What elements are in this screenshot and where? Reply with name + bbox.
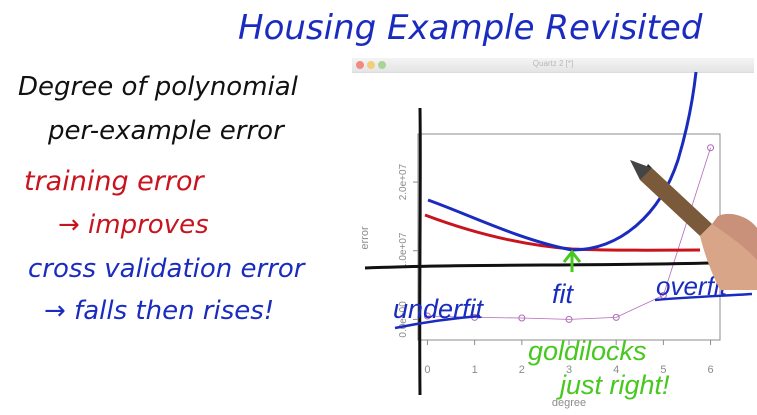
cross-validation-curve: [427, 71, 698, 252]
just-right-label: just right!: [556, 370, 670, 400]
x-tick-label: 4: [613, 364, 619, 376]
y-tick-label: 0.0e+00: [398, 301, 409, 338]
close-button[interactable]: [356, 61, 364, 69]
note-training-error: training error: [24, 166, 204, 197]
underfit-label: underfit: [393, 294, 485, 324]
note-per-example-error: per-example error: [48, 116, 284, 146]
x-axis-label: degree: [552, 397, 586, 409]
x-tick-label: 3: [566, 364, 572, 376]
ink-y-axis: [418, 107, 422, 396]
underfit-underline: [394, 314, 481, 330]
ink-x-axis: [364, 261, 713, 270]
x-tick-label: 2: [519, 364, 525, 376]
x-tick-label: 5: [660, 364, 666, 376]
x-tick-label: 0: [424, 364, 430, 376]
x-tick-label: 1: [472, 364, 478, 376]
data-point: [707, 144, 715, 152]
note-degree-of-polynomial: Degree of polynomial: [18, 72, 298, 102]
x-tick-label: 6: [708, 364, 714, 376]
y-tick-label: 1.0e+07: [398, 232, 409, 269]
note-falls-then-rises: → falls then rises!: [44, 296, 275, 326]
fit-label: fit: [552, 279, 575, 309]
y-axis-label: error: [359, 226, 371, 250]
zoom-button[interactable]: [378, 61, 386, 69]
y-tick-label: 2.0e+07: [398, 163, 409, 200]
error-plot: 0 1 2 3 4 5 6 0.0e+00 1.0e+07 2.0e+07 degree err…: [359, 133, 721, 409]
lecture-title: Housing Example Revisited: [238, 8, 703, 48]
note-cross-validation-error: cross validation error: [28, 254, 305, 284]
fit-arrow-icon: [562, 249, 582, 272]
overfit-underline: [654, 292, 753, 302]
minimize-button[interactable]: [367, 61, 375, 69]
note-improves: → improves: [58, 210, 209, 240]
pen-icon: [630, 160, 757, 290]
window-titlebar[interactable]: Quartz 2 [*]: [352, 58, 754, 73]
goldilocks-label: goldilocks: [528, 336, 647, 366]
window-title: Quartz 2 [*]: [532, 59, 574, 68]
